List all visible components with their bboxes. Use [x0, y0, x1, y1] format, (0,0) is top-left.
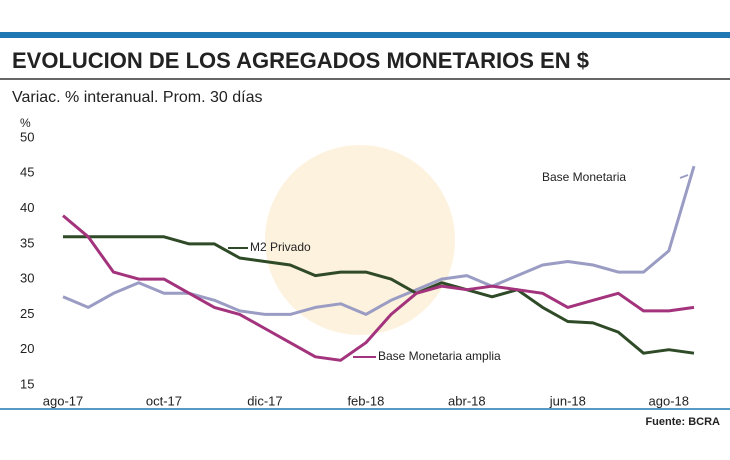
x-tick-label: abr-18 [448, 393, 486, 408]
series-label: Base Monetaria [542, 170, 626, 184]
series-label: M2 Privado [250, 240, 311, 254]
source: Fuente: BCRA [645, 416, 720, 428]
y-tick-label: 30 [20, 271, 34, 286]
y-tick-label: 15 [20, 376, 34, 391]
series-line [62, 165, 696, 316]
y-tick-label: 40 [20, 200, 34, 215]
x-tick-label: jun-18 [549, 393, 586, 408]
label-leader [679, 174, 689, 179]
chart-title: EVOLUCION DE LOS AGREGADOS MONETARIOS EN… [12, 48, 589, 73]
series-line [63, 235, 695, 355]
top-bar [0, 32, 730, 38]
x-tick-label: dic-17 [247, 393, 282, 408]
series-label: Base Monetaria amplia [378, 349, 501, 363]
y-unit: % [20, 116, 31, 130]
y-tick-label: 35 [20, 235, 34, 250]
x-tick-label: ago-17 [43, 393, 83, 408]
x-tick-label: ago-18 [649, 393, 689, 408]
subtitle: Variac. % interanual. Prom. 30 días [12, 89, 263, 106]
x-tick-label: oct-17 [146, 393, 182, 408]
series-line [62, 214, 695, 362]
x-tick-label: feb-18 [347, 393, 384, 408]
y-tick-label: 50 [20, 129, 34, 144]
y-tick-label: 20 [20, 341, 34, 356]
y-tick-label: 45 [20, 165, 34, 180]
y-tick-label: 25 [20, 306, 34, 321]
